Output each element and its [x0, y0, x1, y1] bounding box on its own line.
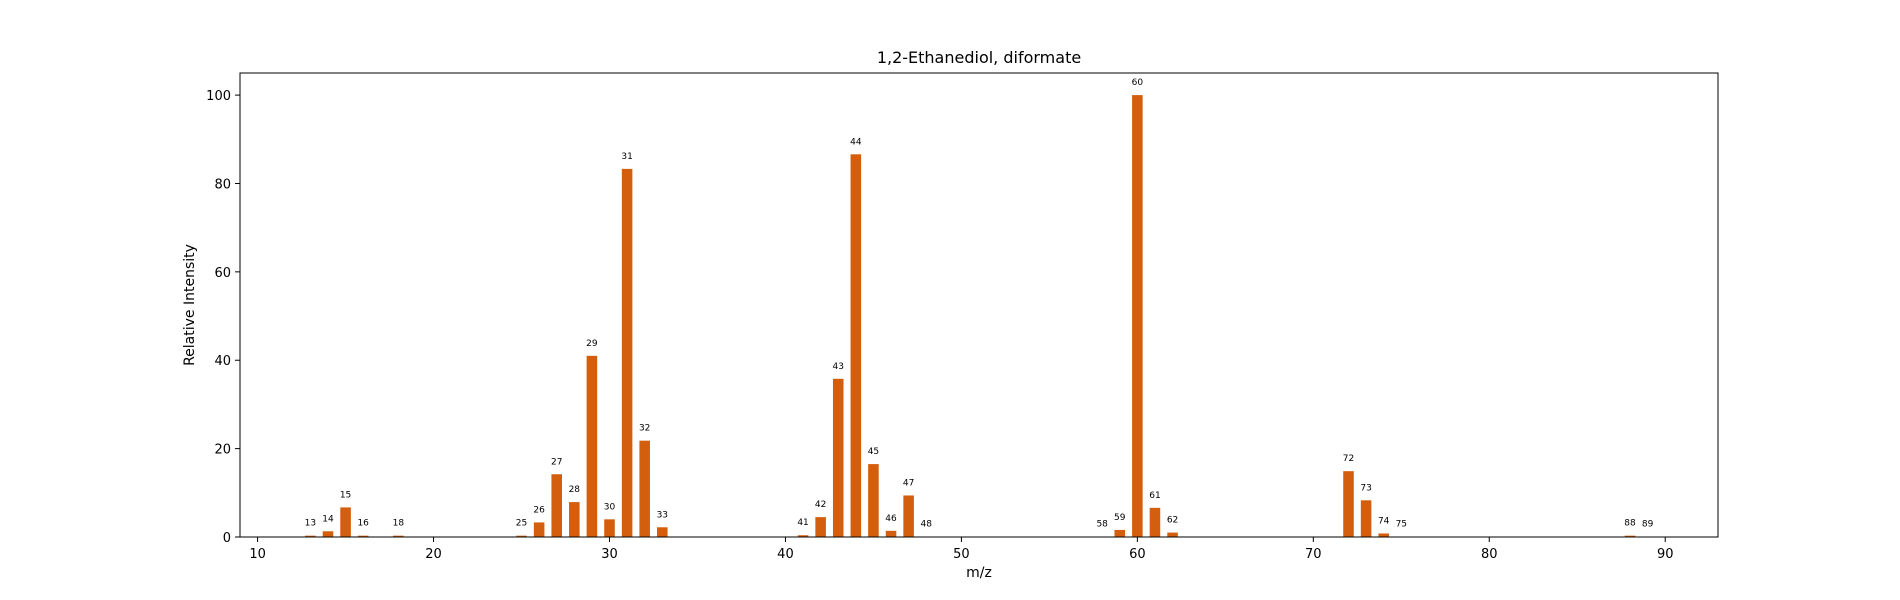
- bar-18: [393, 535, 404, 537]
- data-label-44: 44: [850, 137, 862, 147]
- plot-frame: [239, 72, 1719, 538]
- x-tick-label: 10: [249, 547, 266, 562]
- data-label-14: 14: [322, 514, 334, 524]
- x-tick-label: 30: [601, 547, 618, 562]
- bar-13: [305, 535, 316, 537]
- bars-layer: [305, 95, 1653, 538]
- data-label-27: 27: [551, 457, 562, 467]
- x-tick-label: 90: [1657, 547, 1674, 562]
- x-tick-label: 60: [1129, 547, 1146, 562]
- data-label-25: 25: [516, 519, 527, 529]
- y-tick-label: 60: [214, 266, 231, 281]
- data-label-30: 30: [604, 502, 616, 512]
- bar-25: [516, 535, 527, 537]
- data-label-75: 75: [1396, 520, 1407, 530]
- bar-26: [533, 522, 545, 537]
- chart-title: 1,2-Ethanediol, diformate: [877, 48, 1081, 67]
- bar-41: [797, 535, 809, 537]
- bar-59: [1114, 529, 1126, 537]
- data-label-41: 41: [797, 518, 808, 528]
- data-label-28: 28: [569, 485, 581, 495]
- y-tick-label: 40: [214, 354, 231, 369]
- data-label-15: 15: [340, 490, 351, 500]
- bar-42: [815, 517, 826, 537]
- data-label-45: 45: [868, 447, 879, 457]
- bar-28: [569, 502, 580, 537]
- bar-44: [850, 154, 862, 537]
- data-label-58: 58: [1096, 520, 1108, 530]
- data-label-59: 59: [1114, 513, 1126, 523]
- data-label-13: 13: [305, 519, 316, 529]
- bar-62: [1167, 532, 1178, 537]
- x-ticks-layer: 10 20 30 40 50 60 70 80 90: [249, 537, 1673, 562]
- data-label-31: 31: [621, 152, 632, 162]
- bar-60: [1132, 95, 1143, 537]
- bar-14: [322, 531, 334, 537]
- data-label-43: 43: [833, 362, 844, 372]
- data-label-47: 47: [903, 478, 914, 488]
- bar-27: [551, 474, 562, 537]
- data-label-62: 62: [1167, 516, 1178, 526]
- data-label-32: 32: [639, 424, 650, 434]
- bar-16: [357, 535, 369, 537]
- bar-33: [657, 527, 668, 537]
- bar-15: [340, 507, 351, 537]
- data-label-18: 18: [393, 519, 405, 529]
- bar-32: [639, 440, 650, 537]
- bar-30: [604, 519, 615, 537]
- x-tick-label: 80: [1481, 547, 1498, 562]
- data-label-26: 26: [533, 505, 545, 515]
- data-label-46: 46: [885, 514, 897, 524]
- bar-46: [885, 530, 897, 537]
- bar-31: [621, 168, 633, 537]
- y-axis-label: Relative Intensity: [182, 244, 198, 366]
- y-tick-label: 0: [223, 531, 231, 546]
- x-axis-label: m/z: [966, 565, 992, 581]
- data-label-74: 74: [1378, 516, 1390, 526]
- data-label-88: 88: [1624, 519, 1636, 529]
- data-labels-layer: 13 14 15 16 18 25 26 27 28 29 30 31 32 33 41 42 43 44 45 46…: [305, 78, 1654, 529]
- x-tick-label: 50: [953, 547, 970, 562]
- data-label-48: 48: [920, 520, 932, 530]
- y-tick-label: 20: [214, 443, 231, 458]
- bar-43: [832, 378, 844, 537]
- bar-72: [1343, 471, 1354, 537]
- data-label-61: 61: [1149, 491, 1160, 501]
- bar-74: [1378, 533, 1389, 537]
- data-label-72: 72: [1343, 454, 1354, 464]
- x-tick-label: 20: [425, 547, 442, 562]
- x-tick-label: 40: [777, 547, 794, 562]
- data-label-60: 60: [1132, 78, 1144, 88]
- data-label-73: 73: [1360, 483, 1371, 493]
- bar-61: [1149, 507, 1161, 537]
- bar-73: [1360, 500, 1372, 537]
- data-label-89: 89: [1642, 520, 1654, 530]
- bar-29: [586, 355, 598, 537]
- bar-88: [1624, 535, 1636, 537]
- y-ticks-layer: 0 20 40 60 80 100: [206, 89, 240, 546]
- bar-47: [903, 495, 914, 537]
- data-label-16: 16: [357, 519, 369, 529]
- x-tick-label: 70: [1305, 547, 1322, 562]
- bar-45: [868, 464, 879, 537]
- y-tick-label: 100: [206, 89, 231, 104]
- data-label-42: 42: [815, 500, 826, 510]
- data-label-33: 33: [657, 510, 668, 520]
- data-label-29: 29: [586, 339, 598, 349]
- y-tick-label: 80: [214, 177, 231, 192]
